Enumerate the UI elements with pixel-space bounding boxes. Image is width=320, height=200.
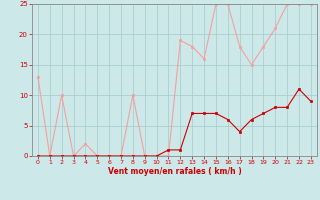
X-axis label: Vent moyen/en rafales ( km/h ): Vent moyen/en rafales ( km/h ) (108, 167, 241, 176)
